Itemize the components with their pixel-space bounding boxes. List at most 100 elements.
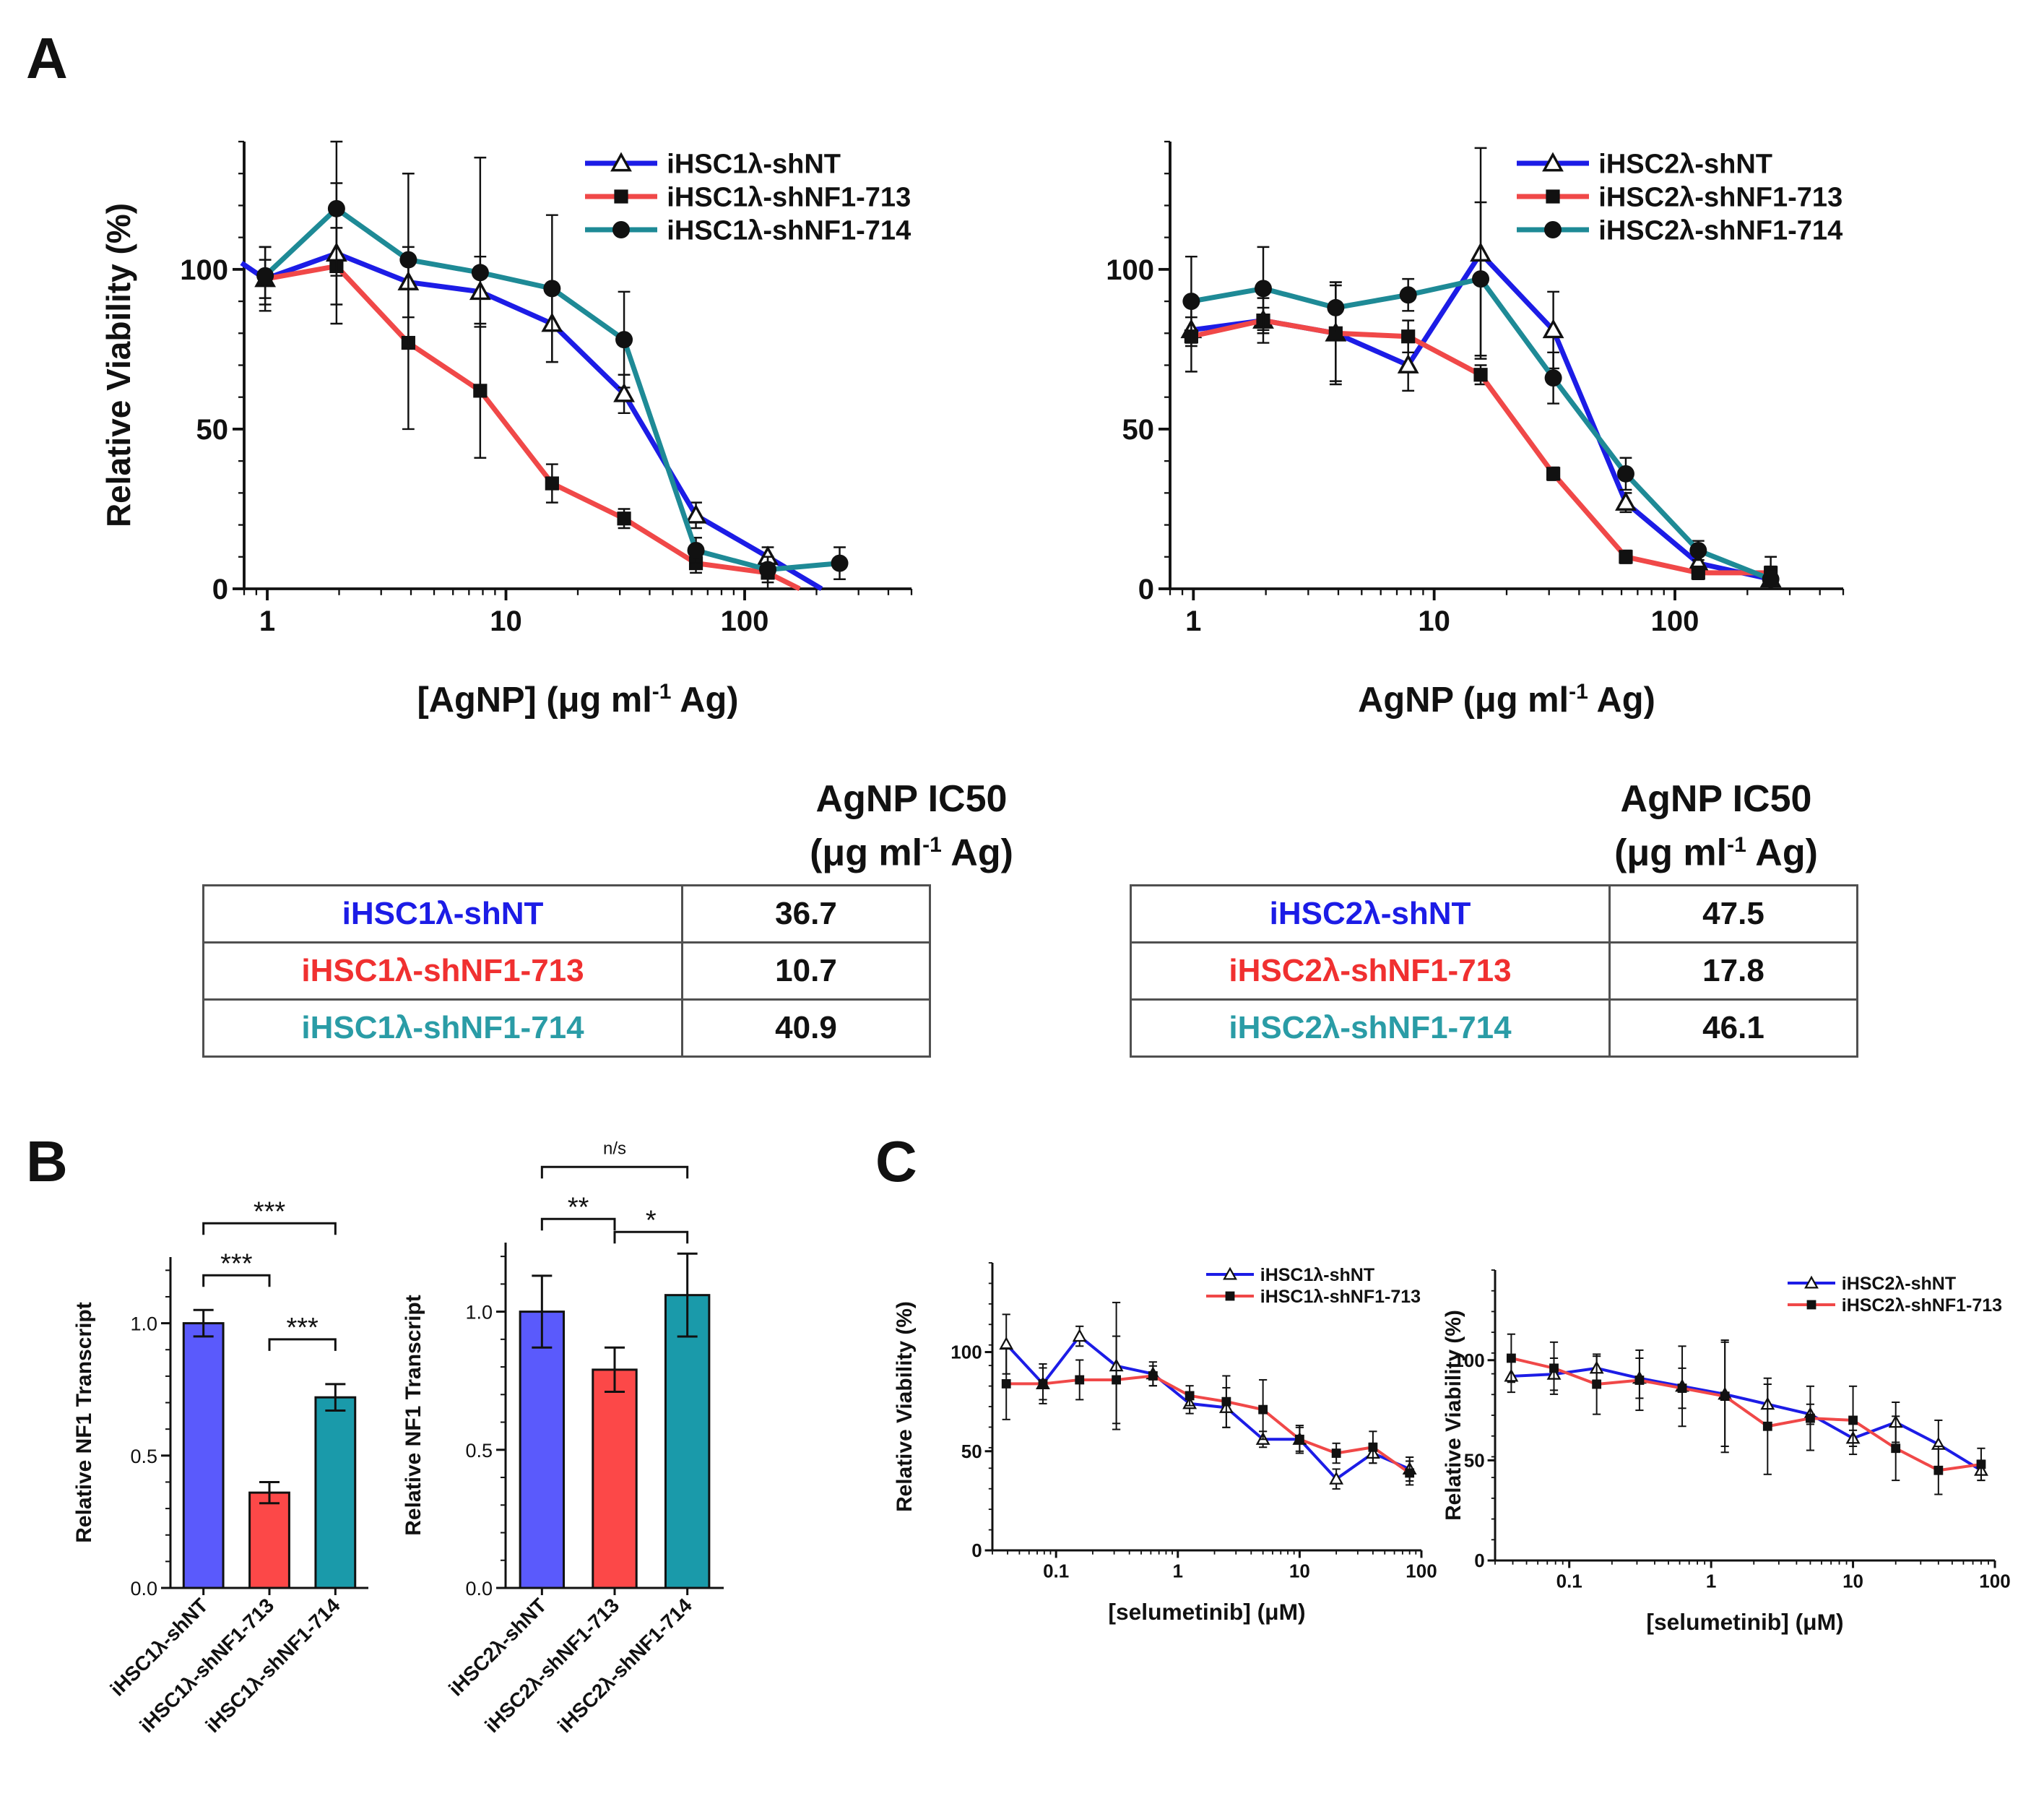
ic50-table-2: iHSC2λ-shNT 47.5 iHSC2λ-shNF1-713 17.8 i… [1130, 884, 1858, 1058]
x-axis-label: [selumetinib] (μM) [1646, 1609, 1843, 1635]
significance-bracket [613, 1230, 689, 1244]
circle-marker [615, 331, 633, 349]
square-marker [1368, 1442, 1378, 1452]
triangle-marker [1542, 152, 1564, 172]
legend-label: iHSC1λ-shNT [1260, 1265, 1374, 1285]
significance-bracket [202, 1274, 271, 1287]
significance-label: n/s [603, 1139, 626, 1158]
x-tick-label: 100 [1406, 1560, 1437, 1582]
x-tick-label: 0.1 [1043, 1560, 1069, 1582]
ic50-row-label: iHSC2λ-shNT [1130, 884, 1611, 944]
square-marker [617, 511, 631, 526]
circle-marker [687, 541, 705, 559]
square-marker [1038, 1379, 1048, 1389]
table-row: iHSC1λ-shNF1-714 40.9 [202, 998, 931, 1058]
x-tick-label: 1 [1185, 605, 1201, 637]
square-marker [1619, 550, 1633, 564]
ic50-row-value: 47.5 [1608, 884, 1858, 944]
ic50-row-value: 36.7 [681, 884, 931, 944]
y-tick-label: 100 [1106, 254, 1154, 286]
circle-marker [256, 267, 274, 285]
y-tick-label: 0 [1474, 1550, 1484, 1571]
ic50-title-line2: (μg ml-1 Ag) [810, 832, 1013, 874]
y-tick-label: 0.5 [465, 1440, 493, 1462]
y-axis-label: Relative NF1 Transcript [402, 1295, 425, 1535]
series-2 [1182, 201, 1780, 590]
triangle-marker [1804, 1275, 1819, 1289]
circle-marker [1544, 221, 1562, 238]
ic50-title-line1: AgNP IC50 [1620, 778, 1812, 820]
y-tick-label: 50 [1464, 1449, 1485, 1471]
ic50-table-1: iHSC1λ-shNT 36.7 iHSC1λ-shNF1-713 10.7 i… [202, 884, 931, 1058]
bar [664, 1294, 711, 1589]
triangle-marker [613, 382, 635, 402]
y-axis-label: Relative NF1 Transcript [72, 1302, 96, 1542]
square-marker [1546, 189, 1560, 204]
square-marker [1294, 1434, 1304, 1444]
x-tick-label: 10 [1842, 1571, 1863, 1592]
circle-marker [1544, 369, 1562, 387]
x-tick-label: 100 [721, 605, 769, 637]
square-marker [1891, 1443, 1901, 1454]
x-tick-label: 10 [1289, 1560, 1310, 1582]
y-tick-label: 100 [950, 1342, 982, 1363]
significance-label: ** [568, 1192, 589, 1222]
legend-label: iHSC2λ-shNT [1598, 150, 1772, 180]
chart-a2-agnp-ihsc2: 0 50 100 1 10 100 AgNP (μg ml-1 Ag) iHSC2λ-shNT… [1106, 140, 1845, 720]
square-marker [1221, 1396, 1231, 1407]
square-marker [1546, 467, 1561, 481]
square-marker [1258, 1404, 1268, 1415]
circle-marker [543, 280, 561, 298]
square-marker [1401, 329, 1416, 344]
ic50-row-label: iHSC2λ-shNF1-714 [1130, 998, 1611, 1058]
x-axis-label: AgNP (μg ml-1 Ag) [1358, 680, 1655, 720]
triangle-marker [610, 152, 632, 172]
circle-marker [399, 251, 417, 269]
square-marker [1592, 1379, 1602, 1389]
x-tick-label: 10 [490, 605, 522, 637]
square-marker [1331, 1449, 1341, 1458]
circle-marker [831, 554, 849, 572]
series-1 [1001, 1335, 1415, 1486]
square-marker [1634, 1376, 1645, 1385]
ic50-row-value: 40.9 [681, 998, 931, 1058]
legend-label: iHSC2λ-shNF1-714 [1598, 216, 1842, 246]
square-marker [545, 476, 559, 491]
x-tick-label: 1 [1706, 1571, 1716, 1592]
square-marker [1691, 566, 1705, 580]
y-tick-label: 0 [971, 1540, 982, 1561]
significance-label: *** [220, 1248, 253, 1279]
square-marker [1848, 1415, 1858, 1425]
significance-label: *** [254, 1196, 286, 1227]
y-tick-label: 0.0 [465, 1578, 493, 1599]
chart-b1-nf1-transcript-ihsc1: 0.0 0.5 1.0 Relative NF1 Transcript iHSC1λ-s… [72, 1196, 368, 1737]
ic50-title-line2: (μg ml-1 Ag) [1614, 832, 1818, 874]
triangle-marker [1615, 491, 1637, 511]
square-marker [1549, 1363, 1559, 1373]
y-tick-label: 0.0 [130, 1578, 157, 1599]
x-axis-label: [AgNP] (μg ml-1 Ag) [417, 680, 738, 720]
square-marker [1976, 1459, 1986, 1469]
circle-marker [612, 221, 630, 238]
x-tick-label: 1 [1173, 1560, 1183, 1582]
ic50-row-value: 46.1 [1608, 998, 1858, 1058]
ic50-row-value: 10.7 [681, 941, 931, 1001]
triangle-marker [999, 1337, 1014, 1350]
x-tick-label: 100 [1651, 605, 1699, 637]
chart-c2-selumetinib-ihsc2: 0 50 100 0.1 1 10 100 [selumetinib] (μM) Relativ… [1442, 1269, 2011, 1635]
bar [519, 1311, 566, 1589]
panel-label-b: B [26, 1129, 68, 1193]
y-tick-label: 50 [196, 414, 229, 446]
x-tick-label: 10 [1418, 605, 1450, 637]
square-marker [614, 189, 628, 204]
legend-label: iHSC1λ-shNF1-713 [667, 183, 911, 213]
series-line [1006, 1374, 1411, 1475]
y-axis-label: Relative Viability (%) [893, 1301, 917, 1512]
series-0 [999, 1301, 1417, 1490]
ic50-row-label: iHSC1λ-shNT [202, 884, 683, 944]
square-marker [1225, 1291, 1235, 1301]
legend-label: iHSC2λ-shNF1-713 [1842, 1295, 2002, 1316]
bar [182, 1322, 225, 1589]
circle-marker [1182, 293, 1200, 311]
